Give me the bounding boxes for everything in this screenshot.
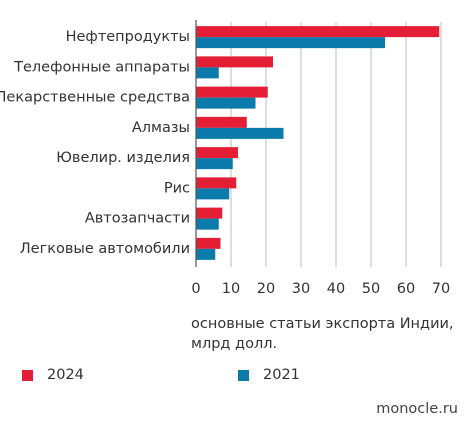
x-tick-label-60: 60 bbox=[397, 281, 415, 297]
bar-2021-1 bbox=[196, 37, 385, 49]
bar-2021-4 bbox=[196, 127, 284, 139]
bar-2024-6 bbox=[196, 177, 237, 189]
bar-2021-3 bbox=[196, 97, 256, 109]
bar-2024-1 bbox=[196, 26, 440, 38]
category-label-7: Автозапчасти bbox=[85, 211, 190, 227]
bar-2021-7 bbox=[196, 218, 219, 230]
source-label: monocle.ru bbox=[376, 401, 458, 417]
bar-2024-3 bbox=[196, 86, 268, 98]
category-label-5: Ювелир. изделия bbox=[56, 150, 190, 166]
category-label-2: Телефонные аппараты bbox=[13, 59, 190, 75]
bar-2024-5 bbox=[196, 147, 238, 159]
bar-2021-8 bbox=[196, 248, 216, 260]
bar-2021-5 bbox=[196, 158, 233, 170]
x-tick-label-10: 10 bbox=[222, 281, 240, 297]
legend-swatch-2021 bbox=[238, 369, 249, 381]
x-tick-label-20: 20 bbox=[257, 281, 275, 297]
legend-item-2021: 2021 bbox=[238, 367, 300, 383]
x-tick-label-0: 0 bbox=[191, 281, 200, 297]
bar-2021-2 bbox=[196, 67, 219, 79]
category-label-4: Алмазы bbox=[132, 120, 190, 136]
category-label-3: Лекарственные средства bbox=[0, 90, 190, 106]
legend-swatch-2024 bbox=[22, 369, 33, 381]
bar-2024-7 bbox=[196, 207, 223, 219]
legend-item-2024: 2024 bbox=[22, 367, 84, 383]
category-label-8: Легковые автомобили bbox=[20, 241, 190, 257]
chart-note: основные статьи экспорта Индии, млрд дол… bbox=[191, 316, 454, 352]
legend-label-2024: 2024 bbox=[47, 367, 84, 383]
category-label-6: Рис bbox=[164, 180, 190, 196]
bar-2024-2 bbox=[196, 56, 273, 68]
bar-chart: Нефтепродукты Телефонные аппараты Лекарств… bbox=[0, 20, 450, 297]
x-tick-label-30: 30 bbox=[292, 281, 310, 297]
x-tick-label-40: 40 bbox=[327, 281, 345, 297]
category-label-1: Нефтепродукты bbox=[66, 29, 190, 45]
bar-2024-4 bbox=[196, 116, 247, 128]
x-tick-label-70: 70 bbox=[432, 281, 450, 297]
x-tick-label-50: 50 bbox=[362, 281, 380, 297]
bar-2021-6 bbox=[196, 188, 230, 200]
legend-label-2021: 2021 bbox=[263, 367, 300, 383]
bar-2024-8 bbox=[196, 237, 221, 249]
